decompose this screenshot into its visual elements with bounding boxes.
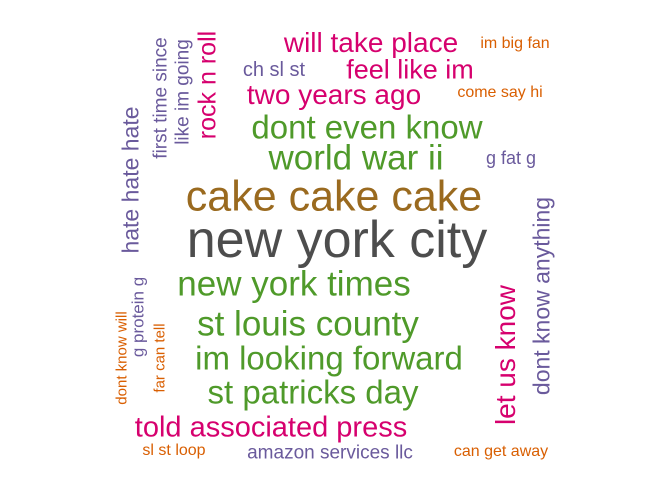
word-dont-even-know: dont even know	[251, 108, 483, 146]
word-hate-hate-hate: hate hate hate	[117, 106, 144, 254]
word-dont-know-anything: dont know anything	[528, 196, 555, 396]
word-world-war-ii: world war ii	[268, 138, 444, 178]
word-new-york-times: new york times	[177, 264, 411, 304]
word-st-louis-county: st louis county	[197, 304, 419, 344]
word-g-fat-g: g fat g	[485, 148, 537, 168]
word-two-years-ago: two years ago	[246, 79, 422, 110]
word-cake-cake-cake: cake cake cake	[185, 172, 483, 221]
word-feel-like-im: feel like im	[346, 54, 474, 85]
word-dont-know-will: dont know will	[113, 311, 131, 405]
word-far-can-tell: far can tell	[151, 323, 169, 393]
word-new-york-city: new york city	[186, 211, 488, 269]
word-im-big-fan: im big fan	[480, 35, 550, 52]
word-can-get-away: can get away	[453, 443, 549, 460]
word-told-associated-press: told associated press	[134, 411, 408, 444]
word-let-us-know: let us know	[490, 284, 521, 426]
word-sl-st-loop: sl st loop	[142, 442, 206, 459]
word-come-say-hi: come say hi	[457, 84, 543, 101]
word-g-protein-g: g protein g	[128, 276, 148, 358]
word-will-take-place: will take place	[283, 27, 459, 58]
word-rock-n-roll: rock n roll	[193, 30, 222, 140]
word-first-time-since: first time since	[150, 37, 172, 159]
word-like-im-going: like im going	[172, 39, 194, 145]
word-st-patricks-day: st patricks day	[207, 373, 419, 411]
word-ch-sl-st: ch sl st	[242, 59, 306, 81]
word-im-looking-forward: im looking forward	[195, 339, 463, 377]
word-amazon-services-llc: amazon services llc	[247, 442, 413, 464]
